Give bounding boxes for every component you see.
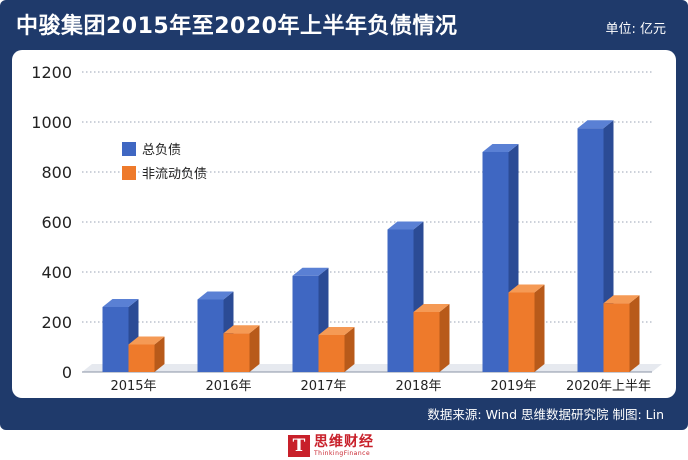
bar-noncurrent-liabilities (223, 333, 250, 372)
bar-noncurrent-liabilities (413, 312, 440, 372)
bar-total-liabilities (102, 307, 129, 372)
y-tick-label: 200 (41, 313, 72, 332)
x-tick-label: 2019年 (490, 379, 536, 394)
bar-total-liabilities (387, 229, 414, 372)
legend-label: 总负债 (142, 143, 181, 158)
bar-noncurrent-liabilities (128, 344, 155, 372)
chart-floor (82, 364, 662, 372)
bar-noncurrent-liabilities (508, 292, 535, 372)
bar-noncurrent-liabilities-side (629, 295, 640, 372)
bar-total-liabilities-top (292, 267, 329, 276)
y-tick-label: 0 (62, 363, 72, 382)
y-tick-label: 600 (41, 213, 72, 232)
y-tick-label: 400 (41, 263, 72, 282)
y-tick-label: 800 (41, 163, 72, 182)
x-tick-label: 2020年上半年 (566, 379, 651, 394)
bar-total-liabilities (292, 275, 319, 372)
x-tick-label: 2015年 (110, 379, 156, 394)
bar-noncurrent-liabilities-top (318, 327, 355, 335)
bar-noncurrent-liabilities-side (439, 304, 450, 372)
chart-frame: 中骏集团2015年至2020年上半年负债情况 单位: 亿元 0 200 400 600… (0, 0, 688, 430)
logo-subtitle: ThinkingFinance (314, 450, 371, 457)
bar-total-liabilities-top (387, 221, 424, 230)
y-tick-label: 1000 (31, 113, 72, 132)
bar-total-liabilities-top (102, 299, 139, 307)
bar-noncurrent-liabilities-top (603, 295, 640, 304)
x-tick-label: 2018年 (395, 379, 441, 394)
chart-title: 中骏集团2015年至2020年上半年负债情况 (16, 14, 458, 39)
bar-noncurrent-liabilities-top (223, 325, 260, 334)
logo-mark-icon: T (288, 435, 310, 457)
bar-chart: 0 200 400 600 800 1000 1200 2015年 2016年 2017年 2018… (31, 63, 662, 394)
logo-name: 思维财经 (314, 434, 374, 450)
bar-total-liabilities (577, 128, 604, 372)
bar-total-liabilities-top (197, 291, 234, 300)
unit-label: 单位: 亿元 (605, 22, 666, 37)
x-tick-label: 2016年 (205, 379, 251, 394)
bar-noncurrent-liabilities-top (128, 336, 165, 345)
bar-noncurrent-liabilities-side (249, 325, 260, 372)
legend-swatch (122, 142, 136, 156)
plot-panel: 0 200 400 600 800 1000 1200 2015年 2016年 2017年 2018… (12, 50, 676, 398)
bar-noncurrent-liabilities-top (508, 284, 545, 293)
bar-noncurrent-liabilities-side (534, 284, 545, 372)
source-note: 数据来源: Wind 思维数据研究院 制图: Lin (427, 407, 664, 422)
bar-noncurrent-liabilities (603, 303, 630, 372)
x-tick-label: 2017年 (300, 379, 346, 394)
legend-swatch (122, 166, 136, 180)
legend-label: 非流动负债 (142, 167, 207, 182)
bar-total-liabilities (197, 299, 224, 372)
bar-noncurrent-liabilities-top (413, 304, 450, 312)
y-tick-label: 1200 (31, 63, 72, 82)
bar-total-liabilities-top (577, 120, 614, 129)
bar-noncurrent-liabilities-side (344, 327, 355, 372)
bar-noncurrent-liabilities-side (154, 336, 165, 372)
brand-logo: T 思维财经 ThinkingFinance (288, 432, 400, 460)
logo-text: 思维财经 ThinkingFinance (314, 434, 374, 458)
bar-total-liabilities (482, 152, 509, 372)
bar-total-liabilities-top (482, 144, 519, 152)
bar-noncurrent-liabilities (318, 335, 345, 372)
